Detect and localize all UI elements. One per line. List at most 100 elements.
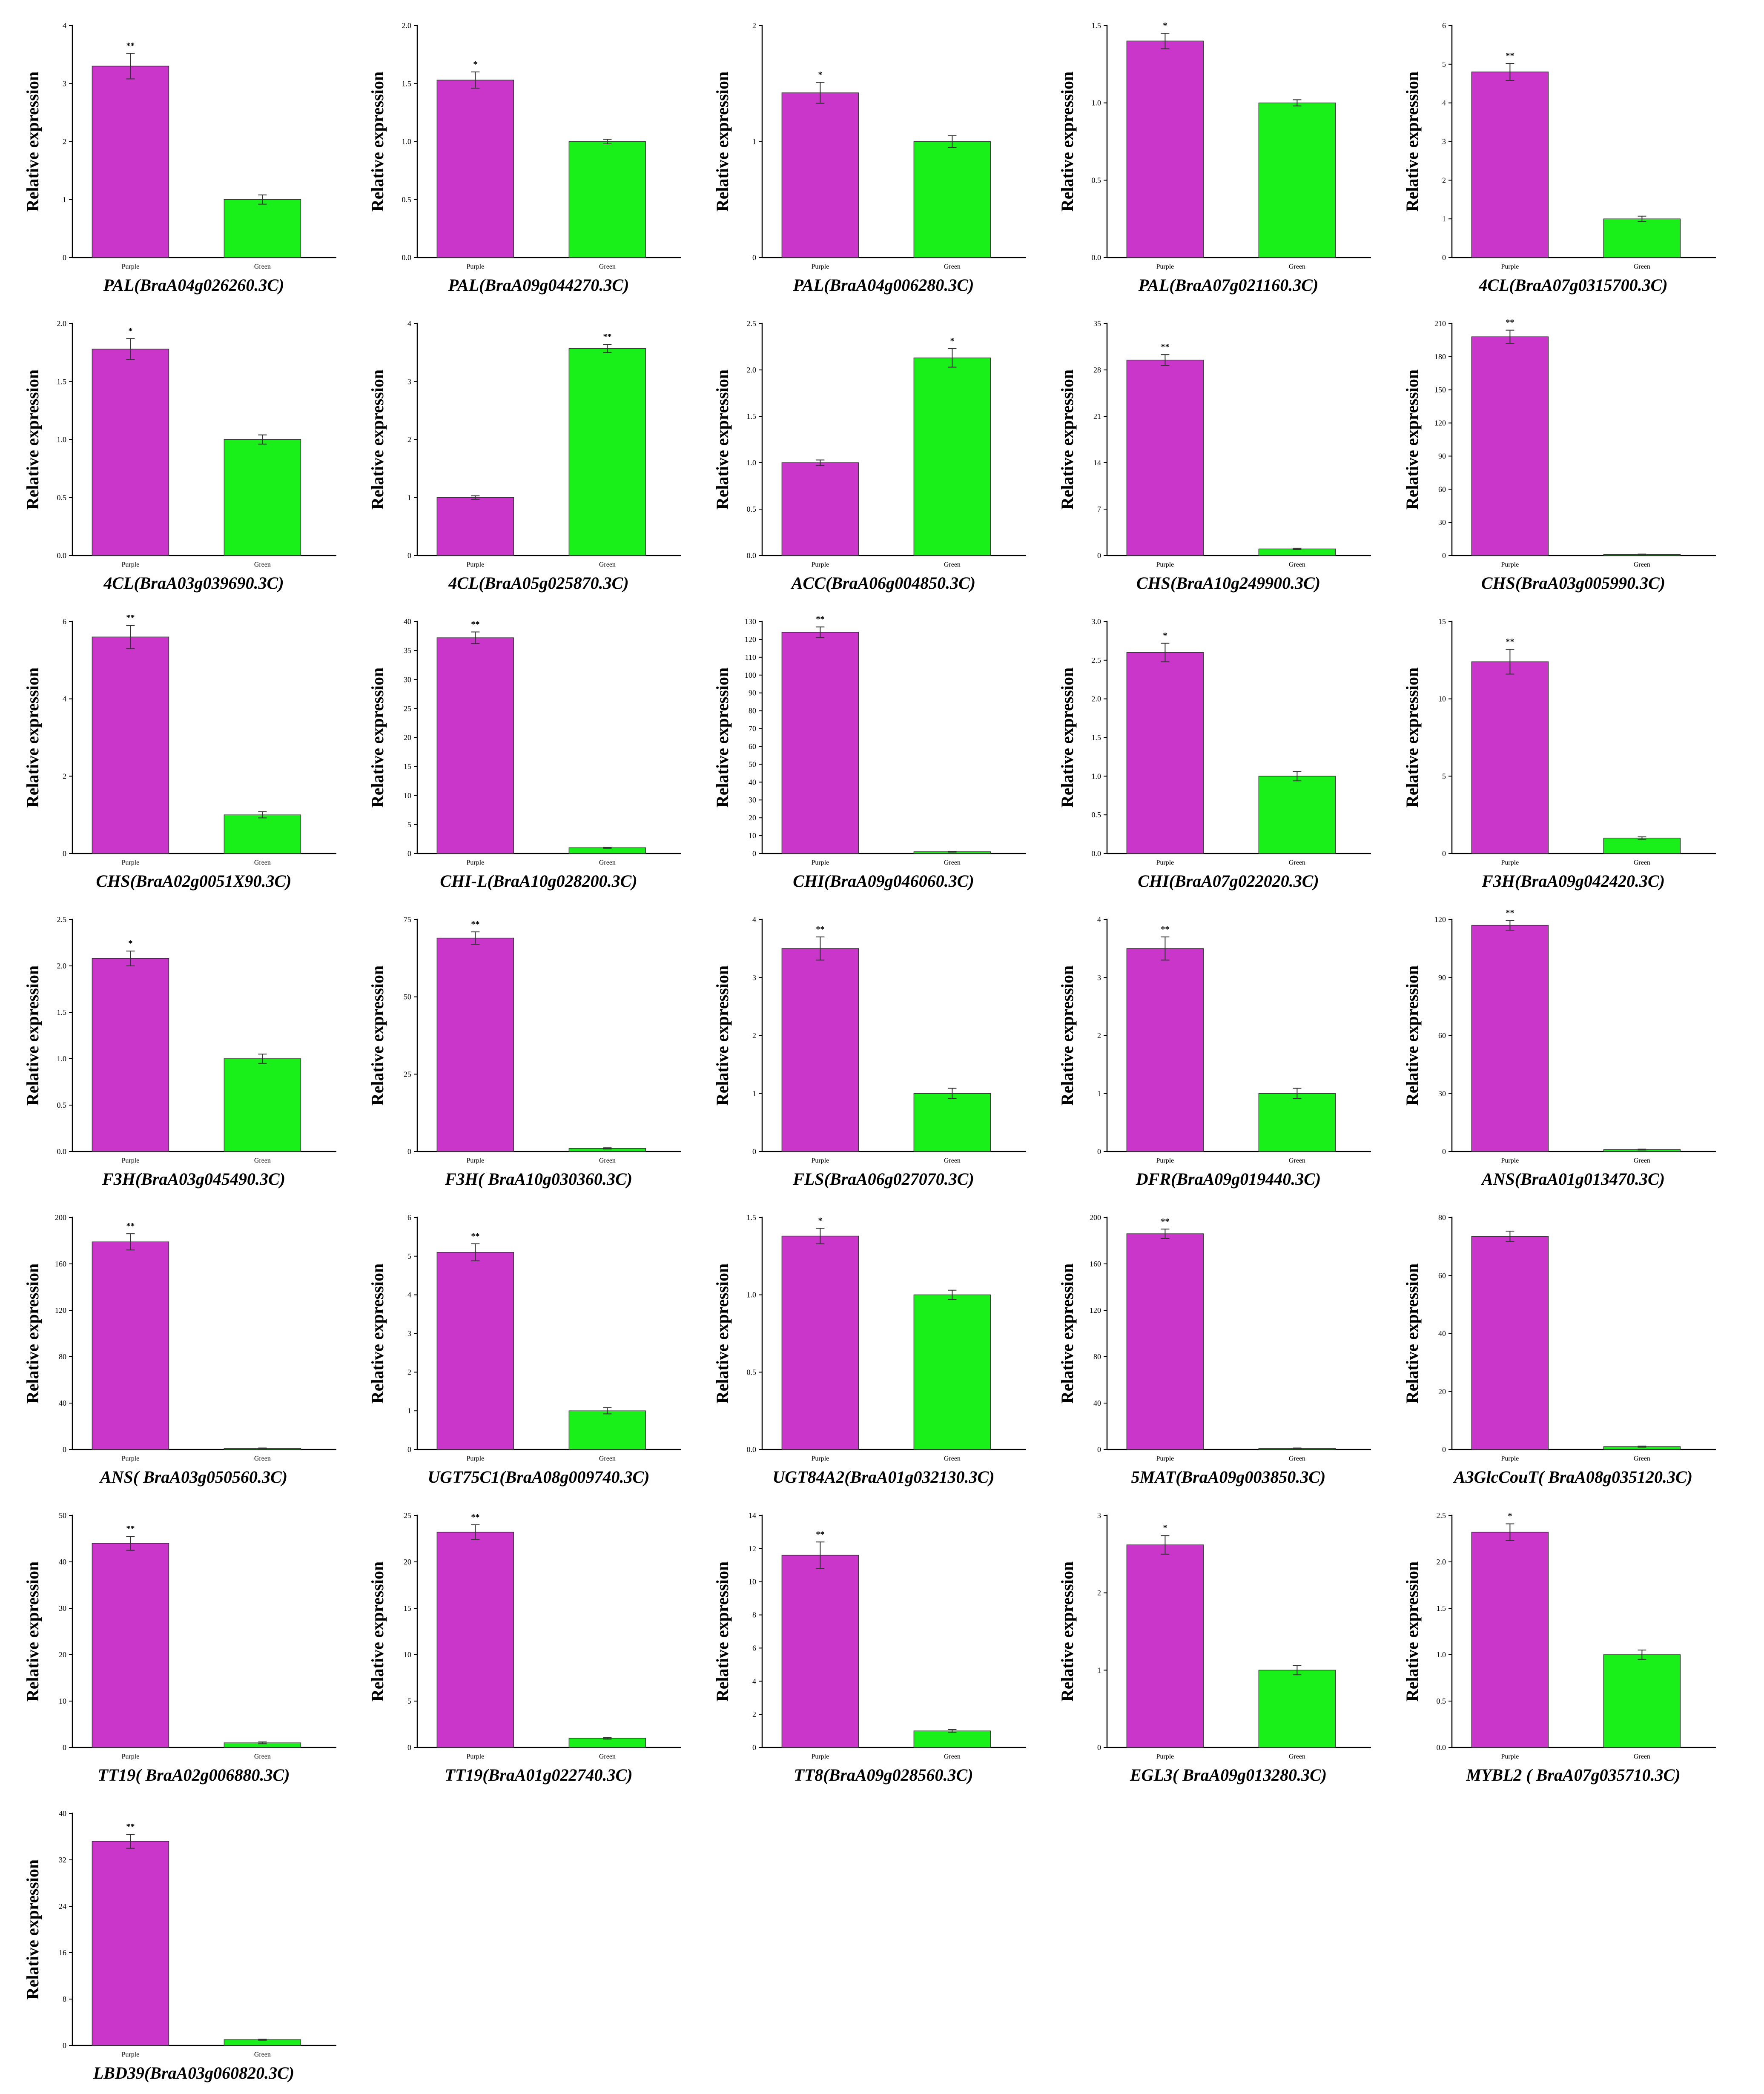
y-tick-label: 28	[1093, 366, 1101, 374]
y-tick-label: 25	[404, 1070, 411, 1078]
chart-panel: Relative expression 0 5 10 15 20 25 Purple Green…	[353, 1494, 690, 1785]
y-tick-label: 1.0	[57, 1054, 67, 1063]
chart-panel: Relative expression 0 1 2 3 4 Purple Green ** PAL…	[9, 4, 345, 295]
y-tick-label: 5	[1442, 772, 1446, 780]
gene-title: F3H(BraA03g045490.3C)	[102, 1169, 285, 1189]
gene-title: TT19(BraA01g022740.3C)	[445, 1765, 632, 1785]
chart-panel: Relative expression 0 1 2 3 4 5 6 Purple Green ** 4…	[1388, 4, 1724, 295]
y-tick-label: 0.0	[747, 551, 757, 560]
gene-title: ANS(BraA01g013470.3C)	[1480, 1169, 1665, 1189]
bar-chart: Relative expression 0.0 0.5 1.0 1.5 2.0 Purple…	[368, 21, 681, 295]
y-tick-label: 0	[407, 849, 411, 858]
y-tick-label: 5	[407, 1252, 411, 1260]
y-tick-label: 2	[63, 137, 66, 146]
gene-title: TT8(BraA09g028560.3C)	[794, 1765, 973, 1785]
y-tick-label: 0	[752, 253, 756, 262]
bar-purple	[92, 958, 169, 1152]
gene-title: 4CL(BraA05g025870.3C)	[448, 573, 628, 593]
y-axis-label: Relative expression	[713, 965, 732, 1106]
y-tick-label: 0.5	[1437, 1697, 1446, 1705]
y-tick-label: 1.5	[747, 1213, 757, 1222]
gene-title: PAL(BraA07g021160.3C)	[1138, 275, 1319, 295]
x-category-label: Purple	[122, 263, 140, 270]
y-axis-label: Relative expression	[1058, 1561, 1077, 1702]
bar-chart: Relative expression 0 5 10 15 Purple Green ** F3…	[1403, 617, 1716, 891]
y-axis-label: Relative expression	[23, 1859, 42, 1999]
y-tick-label: 3.0	[1092, 617, 1101, 626]
gene-title: MYBL2 ( BraA07g035710.3C)	[1466, 1765, 1680, 1785]
y-tick-label: 130	[745, 617, 756, 626]
x-category-label: Green	[254, 1753, 271, 1760]
significance-mark: **	[1506, 637, 1514, 646]
chart-panel: Relative expression 0 20 40 60 80 Purple Green A…	[1388, 1196, 1724, 1487]
x-category-label: Green	[599, 1157, 616, 1164]
y-tick-label: 4	[63, 695, 66, 703]
y-tick-label: 2.0	[57, 319, 67, 328]
x-category-label: Purple	[122, 1753, 140, 1760]
y-tick-label: 1.5	[402, 79, 412, 88]
y-tick-label: 2.5	[1092, 656, 1101, 665]
bar-purple	[92, 1543, 169, 1748]
chart-panel: Relative expression 0 1 2 3 4 Purple Green ** FLS…	[698, 898, 1035, 1189]
y-tick-label: 30	[1438, 1089, 1446, 1098]
bar-purple	[92, 1241, 169, 1450]
y-tick-label: 0	[1442, 253, 1446, 262]
y-axis-label: Relative expression	[713, 1561, 732, 1702]
y-tick-label: 1.5	[747, 412, 757, 421]
gene-title: UGT75C1(BraA08g009740.3C)	[427, 1467, 649, 1487]
x-category-label: Green	[944, 1455, 961, 1462]
y-axis-label: Relative expression	[23, 370, 42, 510]
y-axis-label: Relative expression	[1058, 667, 1077, 808]
y-tick-label: 30	[749, 796, 756, 804]
y-tick-label: 0.5	[1092, 176, 1101, 184]
x-category-label: Green	[254, 1455, 271, 1462]
significance-mark: **	[126, 41, 135, 50]
y-tick-label: 0.0	[1437, 1743, 1446, 1752]
y-tick-label: 0	[752, 1147, 756, 1156]
bar-chart: Relative expression 0 1 2 3 4 Purple Green ** FLS…	[713, 915, 1026, 1189]
y-tick-label: 2	[752, 1031, 756, 1040]
y-tick-label: 1	[752, 1089, 756, 1098]
significance-mark: *	[1508, 1512, 1512, 1521]
bar-chart: Relative expression 0 1 2 3 4 5 6 Purple Green ** 4…	[1403, 21, 1716, 295]
y-tick-label: 2	[1097, 1589, 1101, 1597]
gene-title: CHS(BraA03g005990.3C)	[1481, 573, 1665, 593]
bar-purple	[1471, 1236, 1549, 1450]
y-tick-label: 4	[407, 319, 411, 328]
bar-green	[1258, 1670, 1336, 1748]
y-tick-label: 1	[407, 493, 411, 502]
significance-mark: **	[1506, 908, 1514, 917]
y-tick-label: 90	[1438, 973, 1446, 982]
chart-panel: Relative expression 0.0 0.5 1.0 1.5 2.0 2.5 Pur…	[1388, 1494, 1724, 1785]
y-tick-label: 1.5	[1437, 1604, 1446, 1613]
y-tick-label: 2	[407, 435, 411, 444]
bar-chart: Relative expression 0.0 0.5 1.0 1.5 Purple Gre…	[1058, 21, 1371, 295]
x-category-label: Green	[254, 1157, 271, 1164]
y-tick-label: 6	[1442, 21, 1446, 30]
x-category-label: Green	[254, 263, 271, 270]
bar-green	[1258, 776, 1336, 854]
bar-chart: Relative expression 0 2 4 6 Purple Green ** CHS(…	[23, 613, 336, 891]
chart-panel: Relative expression 0 5 10 15 20 25 30 35 40 Purpl…	[353, 600, 690, 891]
y-tick-label: 1	[407, 1407, 411, 1415]
gene-title: ACC(BraA06g004850.3C)	[790, 573, 975, 593]
y-tick-label: 14	[749, 1511, 756, 1520]
significance-mark: *	[818, 70, 822, 80]
significance-mark: *	[818, 1216, 822, 1225]
bar-purple	[436, 1532, 514, 1748]
x-category-label: Purple	[812, 1455, 829, 1462]
y-tick-label: 15	[1438, 617, 1446, 626]
bar-purple	[1126, 1233, 1204, 1450]
y-axis-label: Relative expression	[713, 370, 732, 510]
y-tick-label: 1	[63, 195, 66, 204]
y-tick-label: 2.5	[57, 915, 67, 924]
y-tick-label: 20	[59, 1650, 66, 1659]
y-tick-label: 20	[404, 1558, 411, 1566]
y-tick-label: 1.0	[1092, 772, 1101, 780]
bar-purple	[1471, 1532, 1549, 1748]
x-category-label: Purple	[812, 263, 829, 270]
y-tick-label: 0.0	[1092, 253, 1101, 262]
y-tick-label: 120	[1090, 1306, 1101, 1315]
gene-title: PAL(BraA04g026260.3C)	[103, 275, 284, 295]
y-tick-label: 20	[749, 814, 756, 822]
